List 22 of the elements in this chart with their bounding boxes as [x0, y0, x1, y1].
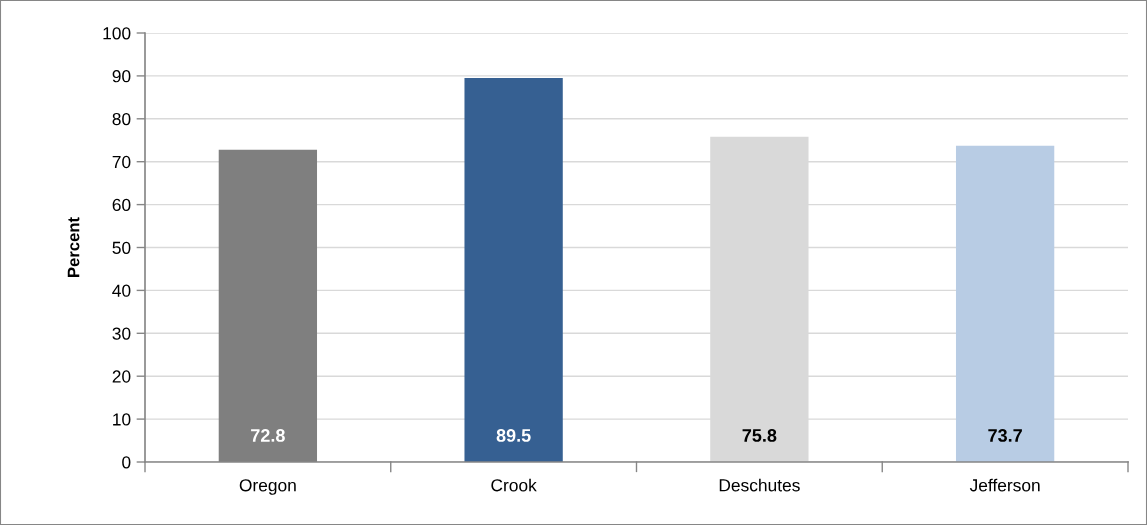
y-tick-label: 0: [122, 456, 131, 469]
x-tick-label: Crook: [491, 478, 537, 492]
bar: [464, 78, 563, 462]
y-axis-title: Percent: [67, 217, 80, 277]
data-label: 72.8: [251, 429, 285, 442]
y-tick-label: 60: [112, 198, 131, 212]
data-label: 75.8: [742, 429, 777, 442]
y-tick-label: 70: [112, 155, 131, 169]
x-tick-label: Oregon: [239, 479, 296, 495]
y-tick-label: 50: [112, 241, 131, 254]
y-tick-label: 40: [112, 284, 131, 297]
y-tick-label: 20: [112, 370, 131, 383]
y-tick-label: 30: [112, 327, 131, 340]
x-tick-label: Jefferson: [969, 478, 1040, 492]
y-tick-label: 90: [112, 70, 131, 83]
data-label: 73.7: [988, 429, 1022, 442]
data-label: 89.5: [496, 429, 531, 442]
y-tick-label: 10: [113, 413, 131, 426]
y-tick-label: 80: [112, 112, 131, 126]
x-tick-label: Deschutes: [719, 478, 800, 492]
bar: [955, 145, 1055, 462]
y-tick-label: 100: [103, 27, 131, 40]
